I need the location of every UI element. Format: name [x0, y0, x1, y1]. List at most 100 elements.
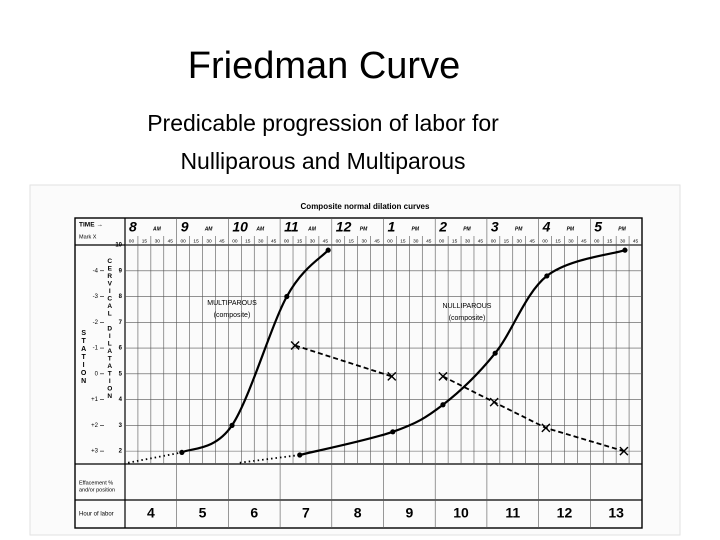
point [284, 293, 290, 300]
minute-label: 00 [491, 238, 497, 244]
clock-hour: 3 [491, 219, 499, 235]
subtitle: Predicable progression of labor for [147, 110, 499, 136]
clock-suffix: PM [463, 226, 471, 232]
clock-suffix: AM [255, 226, 265, 232]
minute-label: 15 [142, 238, 148, 244]
effacement-label: Effacement % [79, 480, 113, 486]
x-marker-stroke [290, 340, 300, 350]
x-axis-label: Hour of labor [79, 512, 114, 518]
point [179, 449, 185, 456]
x-tick-label: 10 [453, 505, 469, 521]
x-marker [290, 340, 300, 350]
minute-label: 30 [413, 238, 419, 244]
y2-tick-label: +2 [91, 423, 99, 429]
clock-hour: 2 [438, 219, 447, 235]
y2-tick-label: +3 [91, 449, 99, 455]
clock-hour: 11 [284, 219, 299, 235]
x-tick-label: 13 [608, 505, 624, 521]
y2-axis-label: STATION [80, 330, 87, 386]
minute-label: 00 [284, 238, 290, 244]
x-marker [387, 371, 397, 381]
image-panel [29, 184, 681, 536]
minute-label: 00 [180, 238, 186, 244]
clock-suffix: PM [515, 226, 523, 232]
point [390, 429, 396, 435]
clock-hour: 8 [129, 219, 137, 235]
minute-label: 45 [168, 238, 174, 244]
y-axis-label: CERVICAL DILATATION [106, 258, 113, 401]
clock-hour: 4 [542, 219, 551, 235]
x-marker [541, 423, 551, 433]
series-line [442, 375, 625, 452]
minute-label: 15 [555, 238, 561, 244]
series-line [299, 249, 626, 457]
minute-label: 30 [517, 238, 523, 244]
series-line [127, 451, 183, 464]
chart-frame [74, 217, 643, 529]
y2-tick-label: +1 [91, 397, 99, 403]
chart-title: Composite normal dilation curves [301, 202, 430, 211]
effacement-label: and/or position [79, 487, 115, 493]
clock-suffix: AM [152, 226, 162, 232]
minute-label: 30 [465, 238, 471, 244]
x-tick-label: 7 [302, 505, 310, 521]
y-tick-label: 6 [119, 346, 123, 352]
point [492, 350, 498, 356]
x-tick-label: 5 [199, 505, 207, 521]
minute-label: 45 [374, 238, 380, 244]
point [229, 422, 235, 428]
x-tick-label: 6 [250, 505, 258, 521]
clock-suffix: PM [567, 226, 575, 232]
y2-tick-label: -3 [93, 294, 99, 300]
minute-label: 30 [361, 238, 367, 244]
y2-tick-label: -2 [93, 320, 99, 326]
clock-suffix: AM [204, 226, 214, 232]
minute-label: 30 [258, 238, 264, 244]
annotation: (composite) [214, 312, 251, 319]
minute-label: 30 [620, 238, 626, 244]
x-tick-label: 4 [147, 505, 155, 521]
x-marker [619, 446, 629, 456]
x-marker-stroke [489, 397, 499, 407]
minute-label: 15 [245, 238, 251, 244]
minute-label: 00 [594, 238, 600, 244]
minute-label: 45 [271, 238, 277, 244]
mark-label: Mark X [79, 234, 97, 240]
clock-hour: 5 [594, 219, 602, 235]
y-tick-label: 3 [119, 423, 123, 429]
point [622, 247, 628, 253]
minute-label: 45 [323, 238, 329, 244]
minute-label: 00 [232, 238, 238, 244]
x-marker-stroke [438, 371, 448, 381]
y-tick-label: 5 [119, 371, 123, 377]
clock-suffix: AM [307, 226, 317, 232]
minute-label: 45 [633, 238, 639, 244]
minute-label: 45 [529, 238, 535, 244]
y-tick-label: 9 [119, 268, 123, 274]
clock-hour: 10 [232, 219, 248, 235]
y-tick-label: 2 [119, 449, 123, 455]
clock-suffix: PM [412, 226, 420, 232]
annotation: (composite) [449, 315, 486, 322]
point [297, 452, 303, 458]
slide-title: Friedman Curve [188, 45, 460, 87]
minute-label: 15 [452, 238, 458, 244]
x-marker [489, 397, 499, 407]
x-marker-stroke [387, 371, 397, 381]
point [325, 247, 331, 253]
clock-hour: 12 [336, 219, 352, 235]
minute-label: 30 [310, 238, 316, 244]
y-tick-label: 7 [119, 320, 123, 326]
x-marker-stroke [619, 446, 629, 456]
minute-label: 45 [426, 238, 432, 244]
minute-label: 15 [349, 238, 355, 244]
x-tick-label: 12 [557, 505, 573, 521]
minute-label: 00 [439, 238, 445, 244]
point [440, 402, 446, 408]
minute-label: 15 [297, 238, 303, 244]
y2-tick-label: -1 [93, 346, 99, 352]
x-marker [438, 371, 448, 381]
time-label: TIME → [79, 222, 103, 229]
series-line [181, 249, 330, 454]
y-tick-label: 8 [119, 294, 123, 300]
